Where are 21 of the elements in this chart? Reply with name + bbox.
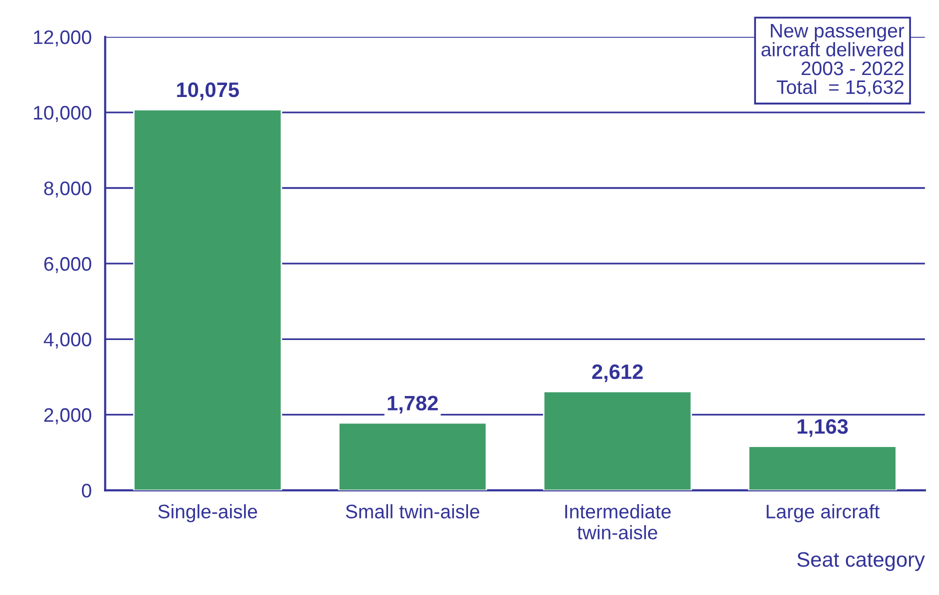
data-label: 1,782	[388, 396, 438, 414]
y-tick-label: 8,000	[44, 181, 92, 198]
x-tick-label: Intermediate twin-aisle	[565, 504, 671, 540]
y-tick-label: 0	[82, 484, 92, 498]
y-tick-label: 12,000	[34, 30, 92, 46]
annotation: New passenger aircraft delivered 2003 - 2022 Total = 15,632	[762, 24, 904, 96]
y-tick-label: 10,000	[34, 106, 92, 122]
y-tick-label: 2,000	[44, 408, 92, 424]
data-label: 10,075	[177, 82, 239, 100]
data-label: 2,612	[592, 364, 643, 382]
bar	[543, 390, 692, 490]
y-tick-label: 4,000	[44, 332, 92, 349]
data-label: 1,163	[798, 419, 848, 437]
y-tick-label: 6,000	[44, 257, 92, 274]
bar	[748, 446, 897, 490]
x-axis-title: Seat category	[797, 552, 925, 571]
x-tick-label: Single-aisle	[158, 504, 258, 522]
bar	[133, 108, 282, 490]
bar	[338, 422, 488, 490]
x-tick-label: Large aircraft	[766, 504, 880, 522]
x-tick-label: Small twin-aisle	[346, 504, 480, 518]
